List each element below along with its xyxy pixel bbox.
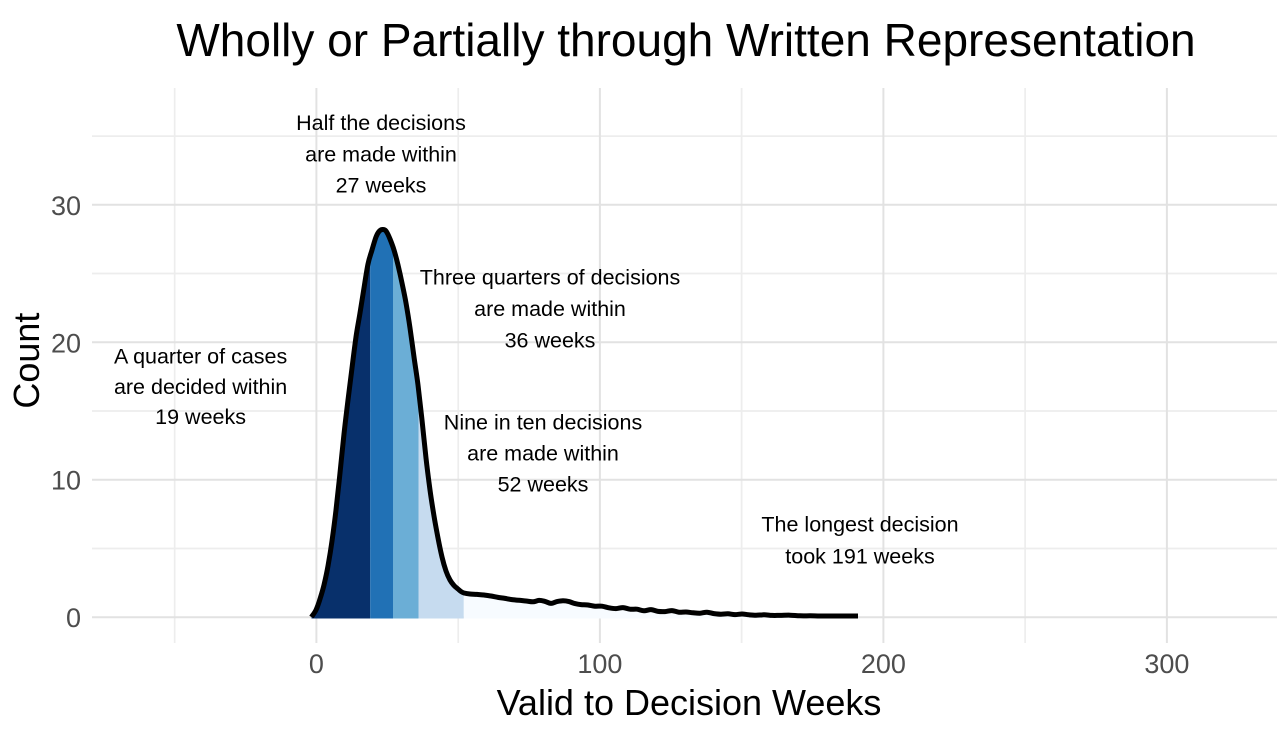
svg-text:0: 0: [66, 603, 81, 633]
svg-text:Valid to Decision Weeks: Valid to Decision Weeks: [497, 682, 882, 723]
svg-text:27 weeks: 27 weeks: [336, 174, 427, 198]
svg-text:52 weeks: 52 weeks: [498, 473, 589, 497]
svg-text:200: 200: [861, 649, 906, 679]
svg-text:300: 300: [1144, 649, 1189, 679]
svg-text:19 weeks: 19 weeks: [155, 405, 246, 429]
svg-text:are made within: are made within: [467, 442, 619, 466]
svg-text:Three quarters of decisions: Three quarters of decisions: [420, 266, 681, 290]
svg-text:20: 20: [51, 328, 81, 358]
svg-text:Half the decisions: Half the decisions: [296, 111, 466, 135]
svg-text:Wholly or Partially through Wr: Wholly or Partially through Written Repr…: [176, 14, 1195, 66]
svg-text:36 weeks: 36 weeks: [505, 329, 596, 353]
svg-text:The longest decision: The longest decision: [761, 513, 958, 537]
svg-text:30: 30: [51, 191, 81, 221]
svg-text:are made within: are made within: [305, 143, 457, 167]
svg-text:A quarter of cases: A quarter of cases: [114, 345, 287, 369]
svg-text:Nine in ten decisions: Nine in ten decisions: [444, 411, 642, 435]
svg-text:took 191 weeks: took 191 weeks: [785, 544, 934, 568]
svg-text:are decided within: are decided within: [114, 375, 287, 399]
svg-text:0: 0: [309, 649, 324, 679]
svg-text:are made within: are made within: [474, 297, 626, 321]
svg-text:Count: Count: [6, 313, 47, 409]
svg-text:100: 100: [577, 649, 622, 679]
svg-text:10: 10: [51, 466, 81, 496]
